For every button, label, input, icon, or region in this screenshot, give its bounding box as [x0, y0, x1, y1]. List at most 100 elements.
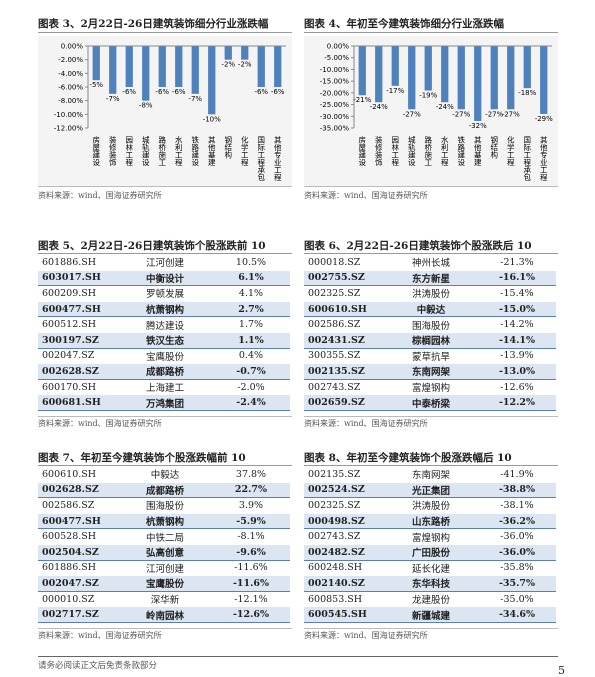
bar [441, 46, 449, 103]
stock-name: 成都路桥 [118, 481, 212, 499]
title-rule [304, 465, 558, 466]
table-row: 002743.SZ 富煌钢构 -36.0% [304, 528, 556, 545]
stock-code: 600477.SH [38, 512, 118, 530]
title-rule [38, 465, 292, 466]
stock-code: 002659.SZ [304, 394, 384, 411]
table-row: 600853.SH 龙建股份 -35.0% [304, 591, 556, 608]
stock-code: 002047.SZ [38, 575, 118, 592]
change: -0.7% [212, 363, 290, 380]
stock-name: 洪涛股份 [384, 497, 478, 514]
stock-name: 棕榈园林 [384, 331, 478, 349]
stock-name: 中毅达 [384, 300, 478, 318]
stock-name: 弘高创意 [118, 543, 212, 561]
data-label: -18% [518, 89, 536, 97]
stock-code: 002431.SZ [304, 331, 384, 349]
table-row: 600610.SH 中毅达 37.8% [38, 467, 290, 483]
source: 资料来源：wind、国海证券研究所 [38, 191, 162, 200]
data-label: -27% [485, 110, 503, 118]
stock-code: 002135.SZ [304, 467, 384, 483]
y-tick-label: -12.00% [54, 125, 84, 133]
data-label: -27% [502, 110, 520, 118]
bar [92, 46, 100, 81]
source: 资料来源：wind、国海证券研究所 [304, 631, 428, 640]
chart-title: 图表 3、2月22日-26日建筑装饰细分行业涨跌幅 [38, 18, 269, 30]
source-rule [38, 628, 292, 629]
stock-name: 东方新星 [384, 269, 478, 287]
chart: 0.00%-5.00%-10.00%-15.00%-20.00%-25.00%-… [304, 36, 558, 186]
change: -15.4% [478, 285, 556, 302]
stock-name: 新疆城建 [384, 606, 478, 623]
change: -41.9% [478, 467, 556, 483]
category-label: 化学工程 [240, 135, 249, 168]
stock-code: 600610.SH [38, 467, 118, 483]
bar [540, 46, 548, 114]
table-row: 600681.SH 万鸿集团 -2.4% [38, 394, 290, 411]
data-label: -8% [139, 102, 153, 110]
source: 资料来源：wind、国海证券研究所 [304, 191, 428, 200]
table-row: 600209.SH 罗顿发展 4.1% [38, 285, 290, 302]
category-label: 房屋建设 [358, 135, 367, 168]
stock-name: 山东路桥 [384, 512, 478, 530]
data-label: -21% [353, 96, 371, 104]
bar [490, 46, 498, 110]
bar [507, 46, 515, 110]
table-row: 002743.SZ 富煌钢构 -12.6% [304, 379, 556, 396]
change: 1.7% [212, 316, 290, 333]
table-title: 图表 6、2月22日-26日建筑装饰个股涨跌后 10 [304, 240, 532, 252]
stock-name: 中毅达 [118, 467, 212, 483]
table-row: 601886.SH 江河创建 10.5% [38, 255, 290, 271]
bar [191, 46, 199, 94]
stock-code: 002717.SZ [38, 606, 118, 623]
stock-name: 铁汉生态 [118, 331, 212, 349]
data-label: -27% [452, 110, 470, 118]
data-label: -6% [122, 88, 136, 96]
table-row: 002431.SZ 棕榈园林 -14.1% [304, 331, 556, 349]
data-label: -7% [106, 95, 120, 103]
stock-name: 延长化建 [384, 560, 478, 577]
table-row: 002325.SZ 洪涛股份 -15.4% [304, 285, 556, 302]
data-label: -2% [238, 61, 252, 69]
stock-code: 600610.SH [304, 300, 384, 318]
table-row: 002586.SZ 围海股份 3.9% [38, 497, 290, 514]
table-title: 图表 8、年初至今建筑装饰个股涨跌幅后 10 [304, 452, 512, 464]
category-label: 钢结构 [224, 135, 233, 160]
change: -13.0% [478, 363, 556, 380]
table-title: 图表 5、2月22日-26日建筑装饰个股涨跌前 10 [38, 240, 266, 252]
table-row: 002504.SZ 弘高创意 -9.6% [38, 543, 290, 561]
data-label: -29% [535, 115, 553, 123]
table-row: 002325.SZ 洪涛股份 -38.1% [304, 497, 556, 514]
stock-code: 002743.SZ [304, 379, 384, 396]
change: -14.1% [478, 331, 556, 349]
stock-name: 神州长城 [384, 255, 478, 271]
change: -12.6% [212, 606, 290, 623]
change: 37.8% [212, 467, 290, 483]
stock-code: 300197.SZ [38, 331, 118, 349]
table-row: 002135.SZ 东南网架 -13.0% [304, 363, 556, 380]
data-label: -10% [203, 115, 221, 123]
change: 1.1% [212, 331, 290, 349]
change: -11.6% [212, 560, 290, 577]
table-row: 002755.SZ 东方新星 -16.1% [304, 269, 556, 287]
table-row: 002717.SZ 岭南园林 -12.6% [38, 606, 290, 623]
y-tick-label: -30.00% [320, 113, 350, 121]
change: -35.7% [478, 575, 556, 592]
category-label: 路桥施工 [158, 135, 167, 167]
table-row: 600512.SH 腾达建设 1.7% [38, 316, 290, 333]
stock-code: 000498.SZ [304, 512, 384, 530]
stock-code: 002504.SZ [38, 543, 118, 561]
source: 资料来源：wind、国海证券研究所 [304, 419, 428, 428]
stock-code: 002743.SZ [304, 528, 384, 545]
stock-code: 002586.SZ [304, 316, 384, 333]
source: 资料来源：wind、国海证券研究所 [38, 631, 162, 640]
source-rule [304, 416, 558, 417]
stock-code: 002482.SZ [304, 543, 384, 561]
change: -14.2% [478, 316, 556, 333]
title-rule [304, 32, 558, 33]
change: -11.6% [212, 575, 290, 592]
stock-name: 宝鹰股份 [118, 575, 212, 592]
change: -38.8% [478, 481, 556, 499]
stock-name: 富煌钢构 [384, 379, 478, 396]
stock-code: 002047.SZ [38, 348, 118, 365]
table-row: 002659.SZ 中泰桥梁 -12.2% [304, 394, 556, 411]
stock-code: 002325.SZ [304, 497, 384, 514]
